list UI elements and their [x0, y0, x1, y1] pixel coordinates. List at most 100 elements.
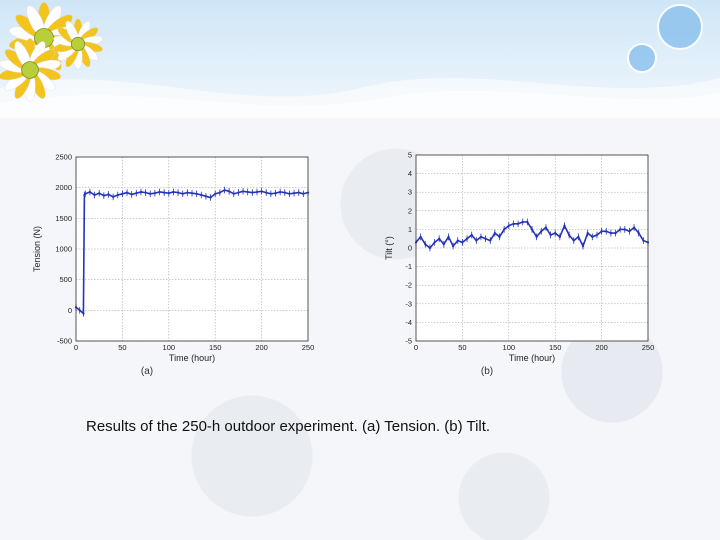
y-tick-label: -3 — [405, 299, 412, 308]
data-point — [288, 192, 291, 195]
data-point — [512, 222, 515, 225]
data-point — [116, 193, 119, 197]
x-tick-label: 100 — [503, 343, 516, 352]
header-banner — [0, 0, 720, 120]
data-point — [82, 312, 85, 315]
data-point — [507, 224, 510, 227]
data-point — [274, 192, 277, 195]
y-tick-label: 4 — [408, 169, 412, 178]
data-point — [144, 191, 147, 194]
data-point — [279, 190, 282, 194]
data-point — [292, 192, 296, 195]
data-point — [554, 232, 557, 235]
data-point — [200, 193, 203, 197]
data-point — [558, 235, 561, 238]
data-point — [433, 241, 436, 244]
y-tick-label: 1 — [408, 225, 412, 234]
data-point — [130, 193, 133, 196]
figure-caption: Results of the 250-h outdoor experiment.… — [86, 418, 491, 435]
data-point — [237, 191, 240, 194]
plot-frame — [415, 154, 649, 342]
data-point — [190, 192, 194, 195]
data-point — [521, 220, 524, 224]
data-point — [98, 192, 101, 195]
data-point — [121, 192, 124, 195]
flower-decoration — [0, 2, 103, 102]
data-point — [465, 237, 469, 240]
data-point — [125, 191, 129, 194]
data-point — [568, 233, 571, 237]
data-point — [218, 191, 221, 194]
data-point — [283, 191, 286, 194]
x-tick-label: 50 — [458, 343, 466, 352]
data-point — [475, 239, 478, 242]
data-point — [302, 192, 305, 195]
data-point — [438, 237, 441, 240]
data-point — [540, 230, 543, 233]
data-point — [255, 190, 259, 194]
data-point — [530, 228, 534, 231]
x-tick-label: 250 — [642, 343, 655, 352]
data-point — [93, 193, 96, 197]
flower-icon — [0, 38, 61, 102]
data-point — [479, 235, 483, 238]
data-point — [577, 235, 580, 238]
plot-frame — [75, 156, 309, 342]
plot-area — [416, 155, 648, 341]
data-point — [600, 230, 603, 233]
data-point — [107, 193, 110, 196]
data-point — [470, 233, 473, 237]
data-point — [153, 192, 156, 195]
data-point — [214, 192, 217, 195]
data-point — [544, 226, 548, 229]
data-point — [503, 228, 506, 231]
data-point — [535, 235, 538, 238]
data-point — [461, 241, 464, 244]
data-point — [637, 232, 640, 235]
data-point — [78, 309, 81, 312]
data-point — [619, 228, 622, 231]
data-point — [609, 232, 612, 235]
data-point — [204, 195, 208, 198]
data-point — [623, 228, 626, 231]
x-tick-label: 200 — [595, 343, 608, 352]
data-point — [591, 235, 594, 238]
x-tick-label: 100 — [163, 343, 176, 352]
data-point — [484, 237, 487, 240]
y-tick-label: 1500 — [55, 214, 72, 223]
data-point — [586, 232, 589, 235]
y-tick-label: 2 — [408, 206, 412, 215]
data-point — [246, 190, 249, 194]
x-axis-label: Time (hour) — [509, 353, 555, 363]
data-point — [269, 192, 272, 195]
data-point — [209, 196, 212, 199]
data-point — [158, 190, 161, 194]
y-tick-label: 0 — [68, 306, 72, 315]
data-point — [572, 239, 575, 242]
data-point — [489, 239, 492, 242]
data-point — [176, 191, 180, 194]
data-point — [149, 192, 152, 195]
data-point — [186, 191, 189, 194]
data-point — [163, 191, 166, 194]
y-axis-label: Tilt (°) — [384, 236, 394, 260]
data-point — [241, 190, 245, 193]
data-point — [167, 192, 170, 195]
data-point — [493, 232, 496, 235]
y-tick-label: -5 — [405, 337, 412, 346]
x-tick-label: 150 — [549, 343, 562, 352]
data-point — [428, 246, 432, 250]
y-tick-label: -1 — [405, 262, 412, 271]
y-tick-label: 0 — [408, 244, 412, 253]
data-point — [632, 226, 636, 229]
data-point — [139, 190, 143, 194]
y-tick-label: 3 — [408, 188, 412, 197]
x-tick-label: 0 — [414, 343, 418, 352]
data-point — [452, 245, 455, 248]
data-point — [614, 232, 617, 235]
x-tick-label: 250 — [302, 343, 315, 352]
data-point — [297, 191, 300, 194]
bubble-icon — [657, 4, 703, 50]
data-point — [102, 194, 105, 197]
data-point — [88, 190, 92, 194]
